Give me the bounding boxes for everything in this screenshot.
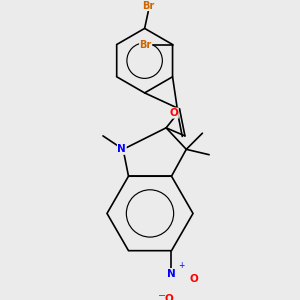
Text: O: O — [164, 294, 173, 300]
Text: +: + — [178, 261, 184, 270]
Text: −: − — [158, 291, 166, 300]
Text: Br: Br — [140, 40, 152, 50]
Text: O: O — [190, 274, 199, 284]
Text: N: N — [167, 268, 176, 278]
Text: Br: Br — [142, 1, 155, 10]
Text: N: N — [117, 144, 126, 154]
Text: O: O — [169, 108, 178, 118]
